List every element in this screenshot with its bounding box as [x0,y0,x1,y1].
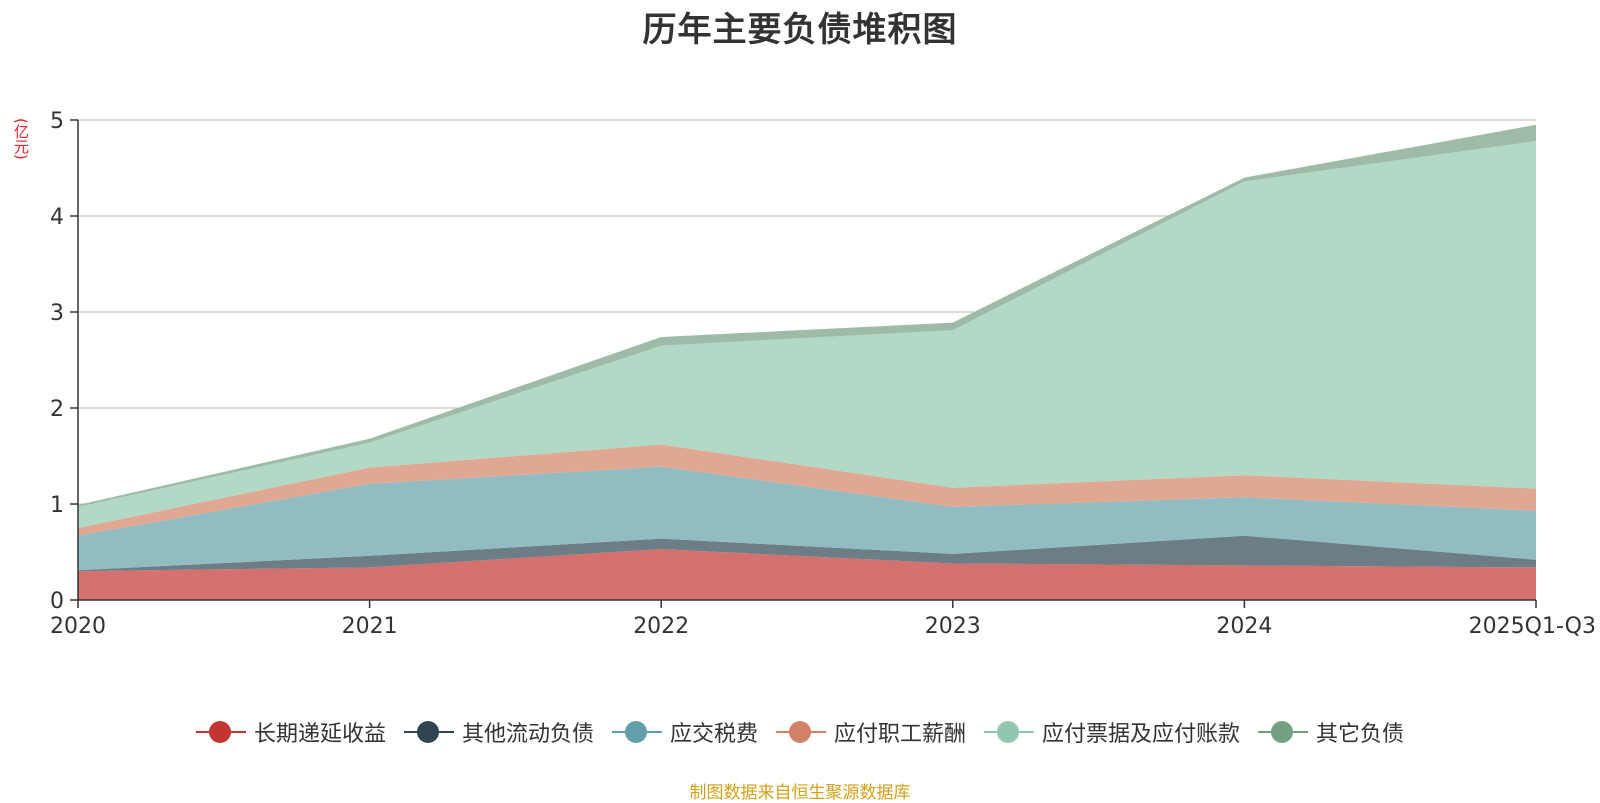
data-source-note: 制图数据来自恒生聚源数据库 [689,783,911,803]
y-axis-unit-label: (亿元) [12,118,30,160]
y-tick-label-5: 5 [50,109,64,134]
chart-canvas: 0 1 2 3 4 5 2020 2021 2022 2023 2024 2025Q1-Q3 [50,109,1596,639]
legend-marker-dot [789,721,811,743]
legend-label: 其它负债 [1316,722,1405,747]
legend-marker-dot [624,721,647,743]
area-series-4 [78,444,1536,536]
x-tick-label-0: 2020 [50,614,106,639]
legend-marker-dot [416,721,439,743]
legend-label: 应交税费 [669,722,758,747]
legend-marker-dot [1271,721,1294,743]
legend-item-2[interactable]: 其他流动负债 [403,716,594,748]
x-tick-label-4: 2024 [1216,614,1272,639]
y-tick-label-4: 4 [50,205,64,230]
legend-marker-icon [984,720,1035,744]
axes: 0 1 2 3 4 5 2020 2021 2022 2023 2024 2025Q1-Q3 [50,109,1596,639]
legend-label: 其他流动负债 [461,722,594,747]
legend-marker-icon [611,720,662,744]
legend-label: 应付职工薪酬 [834,722,967,747]
area-series-3 [78,466,1536,571]
y-tick-label-0: 0 [50,589,64,614]
legend-marker-dot [208,721,231,743]
y-tick-label-2: 2 [50,397,64,422]
legend-marker-icon [195,720,246,744]
area-series-2 [78,535,1536,572]
chart-title: 历年主要负债堆积图 [642,10,958,50]
y-tick-label-3: 3 [50,301,64,326]
legend-item-6[interactable]: 其它负债 [1258,716,1404,748]
x-tick-label-3: 2023 [925,614,981,639]
x-tick-label-5: 2025Q1-Q3 [1469,614,1596,639]
area-series-5 [78,141,1536,528]
x-tick-label-2: 2022 [633,614,689,639]
legend-item-4[interactable]: 应付职工薪酬 [776,716,966,748]
legend-item-3[interactable]: 应交税费 [611,716,758,748]
x-tick-label-1: 2021 [342,614,398,639]
legend-marker-icon [403,720,454,744]
stacked-areas [78,124,1536,600]
legend-label: 长期递延收益 [253,722,386,747]
y-tick-label-1: 1 [50,493,64,518]
legend-marker-dot [997,721,1020,743]
legend-label: 应付票据及应付账款 [1042,722,1241,747]
legend-marker-icon [776,720,826,744]
legend-item-1[interactable]: 长期递延收益 [195,716,386,748]
legend-marker-icon [1258,720,1309,744]
legend-item-5[interactable]: 应付票据及应付账款 [984,716,1240,748]
legend: 长期递延收益 其他流动负债 应交税费 应付职工薪酬 应付票据及应付账款 其它负债 [0,716,1600,748]
area-series-1 [78,549,1536,600]
